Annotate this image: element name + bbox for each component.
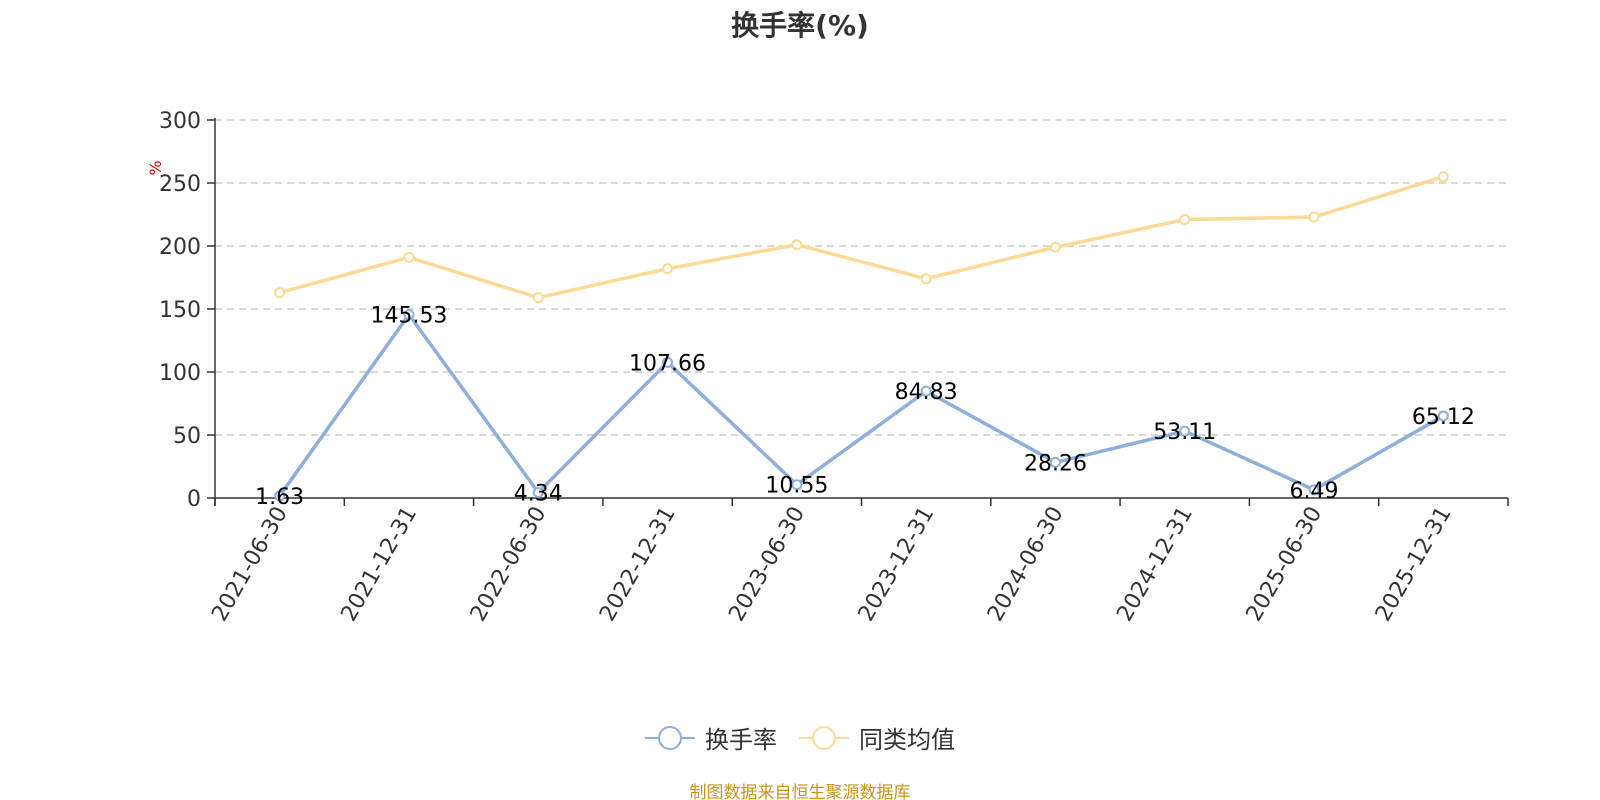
- series-0-point-9: [1437, 410, 1449, 422]
- series-0-point-5: [920, 385, 932, 397]
- y-tick-label-250: 250: [159, 172, 201, 197]
- y-tick-label-150: 150: [159, 298, 201, 323]
- legend-marker-peer-average: [799, 725, 849, 751]
- series-1-point-6: [1049, 241, 1061, 253]
- data-label-6: 28.26: [1024, 451, 1087, 476]
- y-tick-label-300: 300: [159, 109, 201, 134]
- series-line-0: [278, 312, 1445, 497]
- x-tick-label-2023-12-31: 2023-12-31: [854, 503, 940, 626]
- series-1-point-8: [1308, 211, 1320, 223]
- legend-item-turnover[interactable]: 换手率: [645, 720, 777, 755]
- x-tick-label-2023-06-30: 2023-06-30: [724, 503, 810, 626]
- series-1-point-4: [791, 239, 803, 251]
- legend: 换手率 同类均值: [0, 720, 1600, 755]
- y-tick-label-0: 0: [187, 487, 201, 512]
- x-tick-label-2021-06-30: 2021-06-30: [207, 503, 293, 626]
- series-0-point-4: [791, 479, 803, 491]
- series-1-point-1: [403, 251, 415, 263]
- source-note: 制图数据来自恒生聚源数据库: [689, 783, 911, 800]
- x-tick-label-2024-06-30: 2024-06-30: [983, 503, 1069, 626]
- series-0-point-1: [403, 309, 415, 321]
- data-label-4: 10.55: [765, 474, 828, 499]
- series-line-1: [279, 175, 1444, 300]
- series-1-point-5: [920, 273, 932, 285]
- x-tick-label-2021-12-31: 2021-12-31: [337, 503, 423, 626]
- x-tick-label-2025-06-30: 2025-06-30: [1242, 503, 1328, 626]
- series-0-point-7: [1179, 425, 1191, 437]
- data-label-8: 6.49: [1290, 479, 1339, 504]
- legend-marker-turnover: [645, 725, 695, 751]
- legend-item-peer-average[interactable]: 同类均值: [799, 720, 955, 755]
- x-tick-label-2022-12-31: 2022-12-31: [595, 503, 681, 626]
- data-label-5: 84.83: [895, 380, 958, 405]
- series-0-point-8: [1308, 484, 1320, 496]
- y-tick-label-200: 200: [159, 235, 201, 260]
- data-label-7: 53.11: [1153, 420, 1216, 445]
- x-tick-label-2025-12-31: 2025-12-31: [1371, 503, 1457, 626]
- series-0-point-3: [662, 356, 674, 368]
- series-0-point-0: [274, 490, 286, 502]
- data-label-9: 65.12: [1412, 405, 1475, 430]
- series-1-point-3: [662, 263, 674, 275]
- data-label-2: 4.34: [514, 482, 563, 507]
- y-tick-label-100: 100: [159, 361, 201, 386]
- data-label-1: 145.53: [370, 304, 447, 329]
- legend-label-turnover: 换手率: [705, 726, 777, 754]
- x-tick-label-2024-12-31: 2024-12-31: [1112, 503, 1198, 626]
- series-1-point-0: [274, 287, 286, 299]
- y-axis-unit-label: %: [146, 160, 165, 175]
- series-0-point-6: [1049, 456, 1061, 468]
- series-1-point-9: [1437, 171, 1449, 183]
- chart-title: 换手率(%): [731, 9, 869, 42]
- legend-label-peer-average: 同类均值: [859, 726, 955, 754]
- series-1-point-2: [532, 292, 544, 304]
- series-0-point-2: [532, 487, 544, 499]
- series-1-point-7: [1179, 214, 1191, 226]
- data-label-3: 107.66: [629, 351, 706, 376]
- y-tick-label-50: 50: [173, 424, 201, 449]
- x-tick-label-2022-06-30: 2022-06-30: [466, 503, 552, 626]
- data-label-0: 1.63: [255, 485, 304, 510]
